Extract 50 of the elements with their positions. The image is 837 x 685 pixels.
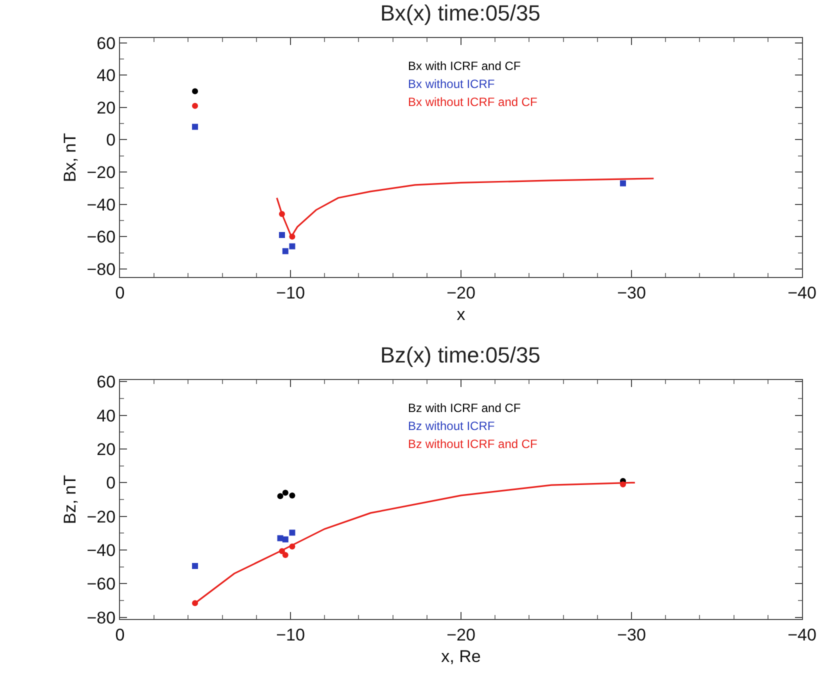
point bbox=[282, 536, 288, 542]
y-tick-label: 60 bbox=[96, 34, 116, 53]
y-tick-label: −60 bbox=[86, 574, 116, 594]
point bbox=[282, 552, 288, 558]
x-tick-label: −30 bbox=[617, 625, 646, 644]
y-tick-label: 40 bbox=[96, 406, 116, 426]
text: Bx without ICRF and CF bbox=[408, 95, 538, 109]
y-axis-title: Bx, nT bbox=[60, 132, 80, 182]
y-tick-label: 0 bbox=[106, 474, 116, 493]
point bbox=[192, 88, 198, 94]
point bbox=[192, 102, 198, 109]
text: Bx without ICRF bbox=[408, 77, 495, 91]
y-tick-label: −80 bbox=[86, 260, 116, 279]
y-tick-label: 0 bbox=[106, 130, 116, 150]
x-tick-label: −20 bbox=[446, 283, 476, 302]
chart-title: Bx(x) time:05/35 bbox=[380, 0, 540, 26]
y-tick-label: −60 bbox=[86, 228, 116, 247]
y-tick-label: −40 bbox=[86, 540, 116, 560]
x-tick-label: −10 bbox=[276, 283, 305, 302]
text: Bz with ICRF and CF bbox=[408, 401, 521, 415]
chart-title: Bz(x) time:05/35 bbox=[380, 342, 540, 368]
y-axis-title: Bz, nT bbox=[60, 474, 80, 524]
y-tick-label: −20 bbox=[86, 162, 116, 182]
point bbox=[192, 124, 198, 130]
y-tick-label: −80 bbox=[86, 608, 116, 628]
x-axis-title: x bbox=[456, 304, 466, 324]
point bbox=[289, 492, 296, 498]
x-tick-label: −40 bbox=[788, 283, 816, 302]
point bbox=[289, 243, 296, 250]
point bbox=[192, 562, 198, 569]
x-tick-label: −10 bbox=[276, 625, 305, 644]
point bbox=[282, 248, 288, 254]
point bbox=[278, 232, 285, 238]
y-tick-label: −20 bbox=[86, 507, 116, 526]
x-tick-label: −40 bbox=[788, 625, 816, 644]
y-tick-label: 40 bbox=[96, 66, 116, 86]
text: Bx with ICRF and CF bbox=[408, 59, 521, 73]
point bbox=[289, 530, 296, 536]
y-tick-label: 20 bbox=[96, 440, 116, 459]
y-tick-label: 20 bbox=[96, 98, 116, 118]
point bbox=[277, 493, 284, 500]
text: Bz without ICRF bbox=[408, 419, 495, 433]
x-tick-label: −30 bbox=[617, 283, 646, 302]
y-tick-label: 60 bbox=[96, 372, 116, 392]
point bbox=[282, 490, 288, 496]
x-tick-label: −20 bbox=[446, 625, 476, 644]
y-tick-label: −40 bbox=[86, 195, 116, 214]
text: Bz without ICRF and CF bbox=[408, 437, 538, 451]
x-axis-title: x, Re bbox=[441, 646, 481, 666]
point bbox=[620, 180, 626, 186]
